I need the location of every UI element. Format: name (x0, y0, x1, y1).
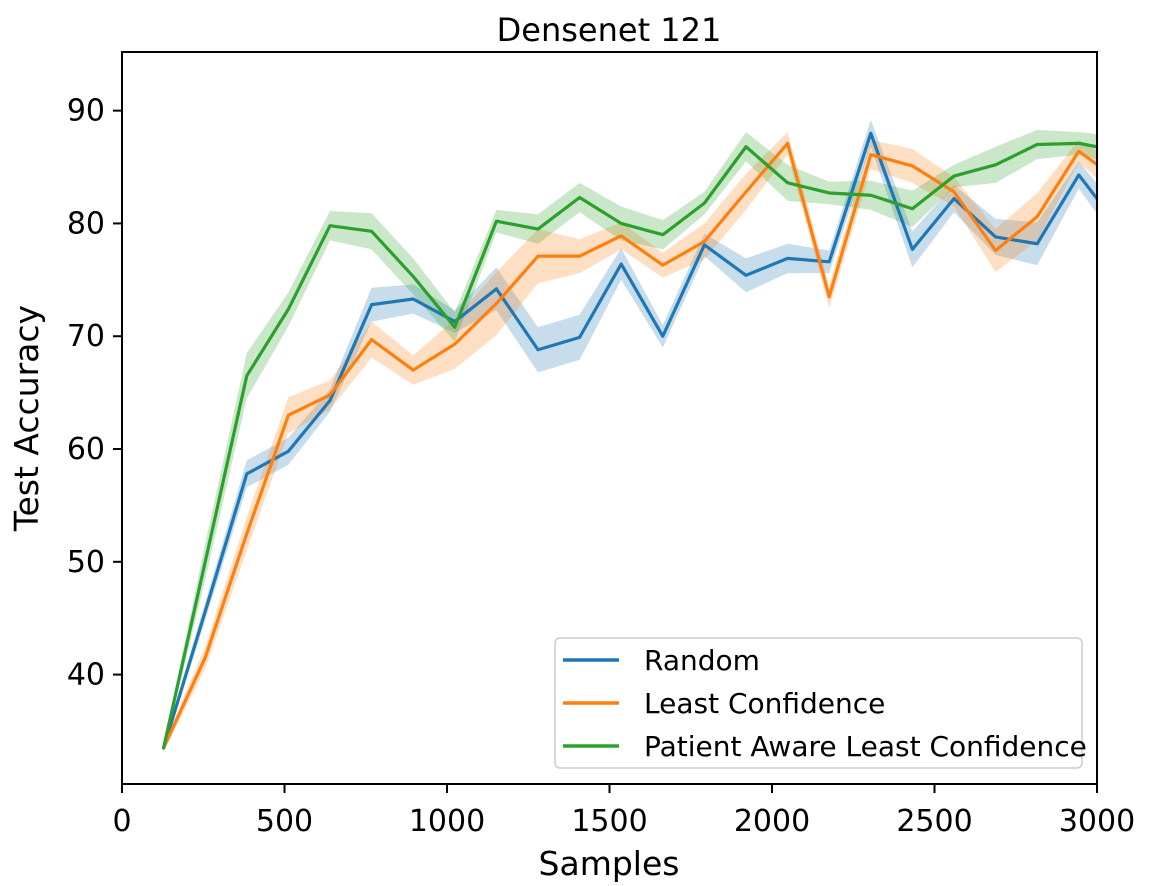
x-tick-label-3000: 3000 (1059, 804, 1135, 839)
x-tick-label-500: 500 (256, 804, 313, 839)
y-tick-label-80: 80 (67, 206, 105, 241)
x-tick-label-2500: 2500 (896, 804, 972, 839)
y-tick-label-40: 40 (67, 658, 105, 693)
series-lines-layer (162, 131, 1097, 750)
x-tick-label-0: 0 (112, 804, 131, 839)
y-tick-label-90: 90 (67, 94, 105, 129)
legend-label-random: Random (644, 644, 760, 677)
x-axis-label: Samples (539, 844, 680, 883)
x-tick-label-1500: 1500 (571, 804, 647, 839)
legend-label-least-confidence: Least Confidence (644, 687, 885, 720)
series-line-least-confidence (162, 141, 1097, 750)
x-tick-label-1000: 1000 (409, 804, 485, 839)
y-axis-ticks: 40 50 60 70 80 90 (67, 94, 122, 693)
y-axis-label: Test Accuracy (7, 305, 46, 532)
series-line-random (162, 131, 1097, 750)
y-tick-label-70: 70 (67, 319, 105, 354)
y-tick-label-50: 50 (67, 545, 105, 580)
chart-title: Densenet 121 (497, 11, 722, 49)
x-axis-ticks: 0 500 1000 1500 2000 2500 3000 (112, 784, 1135, 839)
legend-label-patient-aware-least-confidence: Patient Aware Least Confidence (644, 730, 1087, 763)
legend-box (554, 637, 1083, 769)
x-tick-label-2000: 2000 (734, 804, 810, 839)
legend: Random Least Confidence Patient Aware Leas… (554, 637, 1087, 769)
y-tick-label-60: 60 (67, 432, 105, 467)
series-line-patient-aware-least-confidence (162, 141, 1097, 750)
